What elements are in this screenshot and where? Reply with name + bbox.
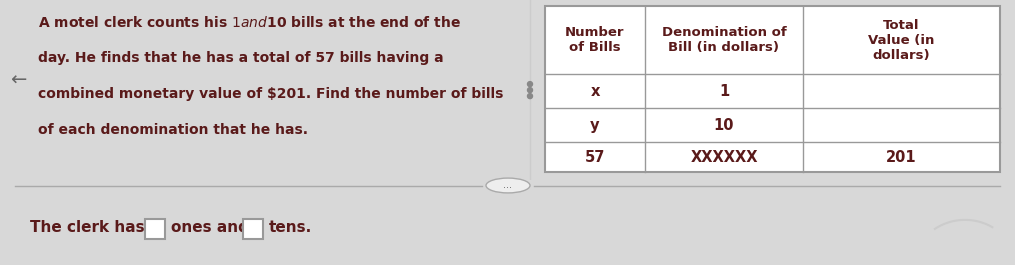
Bar <box>145 219 165 239</box>
Text: 201: 201 <box>886 150 917 165</box>
Text: 57: 57 <box>585 150 605 165</box>
Text: 1: 1 <box>719 83 729 99</box>
Text: The clerk has: The clerk has <box>30 220 144 235</box>
Text: combined monetary value of $201. Find the number of bills: combined monetary value of $201. Find th… <box>38 87 503 101</box>
Text: day. He finds that he has a total of 57 bills having a: day. He finds that he has a total of 57 … <box>38 51 444 65</box>
Text: Denomination of
Bill (in dollars): Denomination of Bill (in dollars) <box>662 26 787 54</box>
Text: ...: ... <box>503 180 513 191</box>
Text: Number
of Bills: Number of Bills <box>565 26 625 54</box>
Circle shape <box>528 82 533 87</box>
Bar <box>243 219 263 239</box>
Text: 10: 10 <box>714 118 734 133</box>
Circle shape <box>528 94 533 99</box>
Text: XXXXXX: XXXXXX <box>690 150 758 165</box>
Text: ←: ← <box>10 70 26 90</box>
Circle shape <box>528 88 533 92</box>
Text: tens.: tens. <box>269 220 313 235</box>
Text: Total
Value (in
dollars): Total Value (in dollars) <box>868 19 935 61</box>
Bar <box>545 6 1000 172</box>
Text: A motel clerk counts his $1 and $10 bills at the end of the: A motel clerk counts his $1 and $10 bill… <box>38 15 461 29</box>
Text: of each denomination that he has.: of each denomination that he has. <box>38 123 308 137</box>
Text: x: x <box>591 83 600 99</box>
Text: ones and: ones and <box>171 220 249 235</box>
Text: y: y <box>591 118 600 133</box>
Ellipse shape <box>486 178 530 193</box>
